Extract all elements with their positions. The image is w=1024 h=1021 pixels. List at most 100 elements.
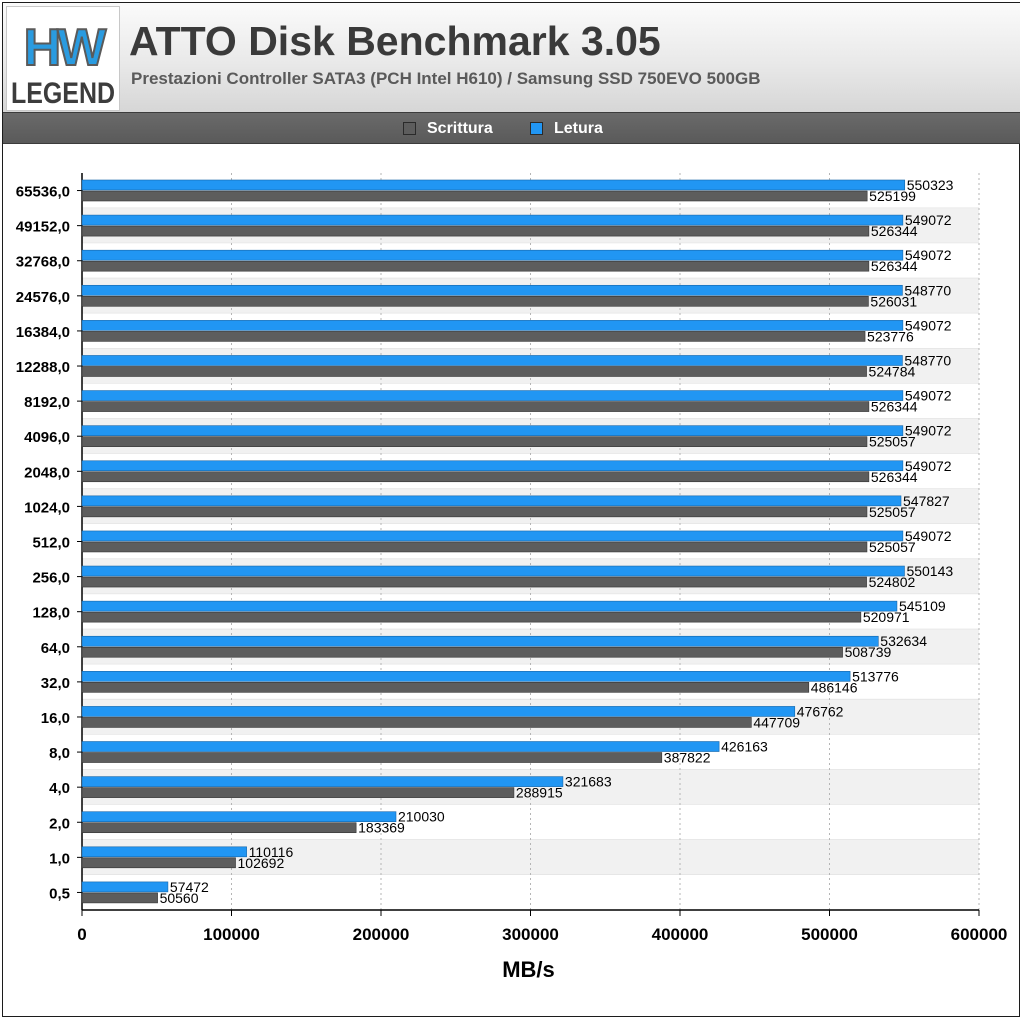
category-label: 65536,0 — [16, 184, 70, 201]
bar-letura — [81, 214, 904, 226]
logo-mark-text: HW — [24, 19, 108, 77]
legend-swatch-letura — [530, 122, 543, 135]
x-tick-label: 100000 — [203, 925, 260, 944]
bar-scrittura — [81, 611, 862, 623]
chart-header: HW LEGEND ATTO Disk Benchmark 3.05 Prest… — [3, 3, 1020, 112]
bar-letura — [81, 495, 902, 507]
bar-scrittura — [81, 401, 870, 412]
data-label-scrittura: 526344 — [871, 399, 918, 415]
category-label: 32768,0 — [16, 254, 70, 271]
data-label-scrittura: 524802 — [869, 574, 916, 590]
bar-letura — [81, 355, 903, 366]
x-tick-label: 200000 — [353, 925, 410, 944]
bar-scrittura — [81, 190, 868, 202]
bar-letura — [81, 390, 904, 401]
bar-scrittura — [81, 471, 870, 483]
x-tick-label: 300000 — [502, 925, 559, 944]
data-label-letura: 549072 — [905, 458, 952, 474]
bar-letura — [81, 635, 879, 647]
category-label: 0,5 — [49, 885, 70, 902]
category-label: 8192,0 — [24, 394, 70, 411]
data-label-scrittura: 508739 — [845, 644, 892, 660]
data-label-letura: 550323 — [907, 177, 954, 193]
data-label-scrittura: 387822 — [664, 750, 711, 766]
data-label-letura: 549072 — [905, 212, 952, 228]
bar-letura — [81, 600, 898, 612]
bar-scrittura — [81, 646, 843, 658]
data-label-letura: 549072 — [905, 423, 952, 439]
data-label-scrittura: 523776 — [867, 328, 914, 344]
bar-letura — [81, 881, 169, 893]
data-label-letura: 110116 — [249, 844, 294, 860]
bar-letura — [81, 565, 905, 577]
legend-label-scrittura: Scrittura — [427, 120, 493, 137]
bar-scrittura — [81, 225, 870, 237]
category-label: 1024,0 — [24, 499, 70, 516]
data-label-letura: 548770 — [904, 352, 951, 368]
bar-letura — [81, 776, 564, 787]
bar-scrittura — [81, 436, 868, 447]
bar-letura — [81, 706, 796, 717]
data-label-scrittura: 486146 — [811, 679, 858, 695]
x-tick-label: 600000 — [951, 925, 1008, 944]
category-label: 4,0 — [49, 780, 70, 797]
bar-scrittura — [81, 717, 752, 728]
bar-scrittura — [81, 682, 810, 693]
data-label-letura: 513776 — [852, 668, 899, 684]
bar-letura — [81, 284, 903, 296]
bar-letura — [81, 179, 906, 191]
bar-letura — [81, 320, 904, 331]
bar-letura — [81, 846, 247, 858]
category-label: 49152,0 — [16, 219, 70, 236]
x-axis-label: MB/s — [502, 957, 555, 982]
bar-letura — [81, 425, 904, 436]
data-label-scrittura: 525057 — [869, 434, 916, 450]
bar-scrittura — [81, 892, 158, 904]
bar-scrittura — [81, 366, 867, 377]
data-label-letura: 210030 — [398, 809, 445, 825]
bar-letura — [81, 671, 851, 682]
category-label: 16,0 — [41, 710, 70, 727]
data-label-letura: 476762 — [797, 703, 844, 719]
x-tick-label: 0 — [77, 925, 86, 944]
data-label-letura: 548770 — [904, 282, 951, 298]
category-label: 32,0 — [41, 675, 70, 692]
bar-letura — [81, 460, 904, 472]
data-label-letura: 321683 — [565, 774, 612, 790]
data-label-letura: 549072 — [905, 388, 952, 404]
data-label-letura: 549072 — [905, 528, 952, 544]
bar-scrittura — [81, 541, 868, 553]
data-label-scrittura: 526344 — [871, 258, 918, 274]
logo-word-text: LEGEND — [11, 77, 115, 110]
data-label-letura: 426163 — [721, 739, 768, 755]
bar-scrittura — [81, 260, 870, 272]
chart-title: ATTO Disk Benchmark 3.05 — [129, 18, 661, 64]
data-label-scrittura: 526344 — [871, 223, 918, 239]
data-label-letura: 545109 — [899, 598, 946, 614]
data-label-scrittura: 525057 — [869, 539, 916, 555]
data-label-scrittura: 526344 — [871, 469, 918, 485]
bar-scrittura — [81, 576, 867, 588]
data-label-letura: 57472 — [170, 879, 209, 895]
data-label-letura: 549072 — [905, 247, 952, 263]
bar-scrittura — [81, 752, 663, 763]
category-label: 64,0 — [41, 640, 70, 657]
data-label-letura: 549072 — [905, 317, 952, 333]
category-label: 128,0 — [32, 605, 70, 622]
bar-letura — [81, 741, 720, 752]
data-label-scrittura: 50560 — [160, 890, 199, 906]
category-label: 2048,0 — [24, 464, 70, 481]
category-label: 1,0 — [49, 850, 70, 867]
category-label: 4096,0 — [24, 429, 70, 446]
bar-scrittura — [81, 331, 866, 342]
bar-scrittura — [81, 822, 357, 834]
bar-letura — [81, 811, 397, 823]
bar-scrittura — [81, 787, 515, 798]
bar-scrittura — [81, 857, 236, 869]
x-tick-label: 500000 — [801, 925, 858, 944]
bar-letura — [81, 530, 904, 542]
bar-scrittura — [81, 295, 869, 307]
legend-swatch-scrittura — [403, 122, 416, 135]
data-label-scrittura: 447709 — [753, 714, 800, 730]
